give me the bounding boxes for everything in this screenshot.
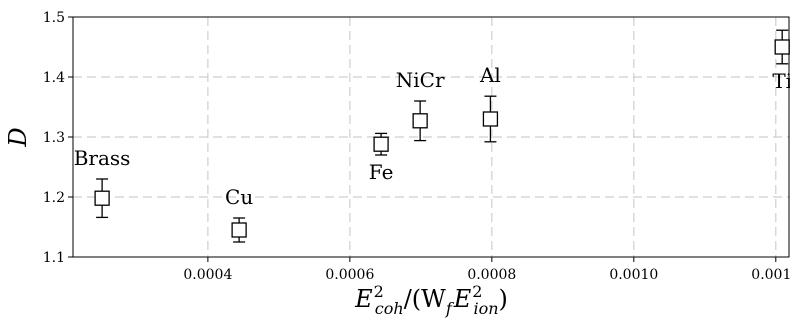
data-points: Brass Cu Fe NiCr Al Ti xyxy=(74,29,790,243)
x-axis-label-sub1: coh xyxy=(375,299,404,318)
square-marker xyxy=(94,190,110,206)
y-tick-label: 1.2 xyxy=(43,190,65,206)
x-axis-label: E2 coh/(WfE2 ion) xyxy=(354,282,508,318)
data-point-brass: Brass xyxy=(74,146,131,219)
point-label: Ti xyxy=(772,69,790,93)
x-axis-label-sub2: f xyxy=(445,299,455,318)
x-axis-label-sub3: ion xyxy=(473,299,498,318)
x-tick-label: 0.0004 xyxy=(183,267,232,283)
x-axis-label-e2: E xyxy=(453,285,472,313)
x-tick-label: 0.0010 xyxy=(609,267,658,283)
square-marker xyxy=(412,113,428,129)
x-axis-label-end: ) xyxy=(499,285,508,313)
square-marker xyxy=(482,111,499,127)
square-marker xyxy=(373,136,389,152)
plot-frame xyxy=(72,16,790,258)
x-axis-label-mid: /(W xyxy=(404,285,446,313)
y-axis-label: D xyxy=(4,127,32,147)
point-label: Fe xyxy=(369,160,394,184)
square-marker xyxy=(231,222,247,238)
point-label: Cu xyxy=(225,185,253,209)
x-tick-label: 0.0008 xyxy=(467,267,516,283)
point-label: Al xyxy=(479,63,501,87)
x-axis-label-e1: E xyxy=(354,285,373,313)
axis-ticks: 0.0004 0.0006 0.0008 0.0010 0.0012 1.1 1.2 1.3 1… xyxy=(43,10,790,283)
x-axis-label-sup2: 2 xyxy=(472,282,482,301)
data-point-cu: Cu xyxy=(225,185,253,243)
data-point-al: Al xyxy=(479,63,501,143)
grid-lines xyxy=(73,17,790,257)
y-tick-label: 1.1 xyxy=(43,250,65,266)
y-tick-label: 1.4 xyxy=(43,70,65,86)
data-point-ti: Ti xyxy=(772,29,790,93)
x-axis-label-sup1: 2 xyxy=(374,282,384,301)
point-label: NiCr xyxy=(396,68,445,92)
y-tick-label: 1.3 xyxy=(43,130,65,146)
square-marker xyxy=(774,39,790,55)
data-point-fe: Fe xyxy=(369,132,394,184)
y-tick-label: 1.5 xyxy=(43,10,65,26)
point-label: Brass xyxy=(74,146,131,170)
data-point-nicr: NiCr xyxy=(396,68,445,142)
x-tick-label: 0.0006 xyxy=(325,267,374,283)
x-tick-label: 0.0012 xyxy=(751,267,790,283)
